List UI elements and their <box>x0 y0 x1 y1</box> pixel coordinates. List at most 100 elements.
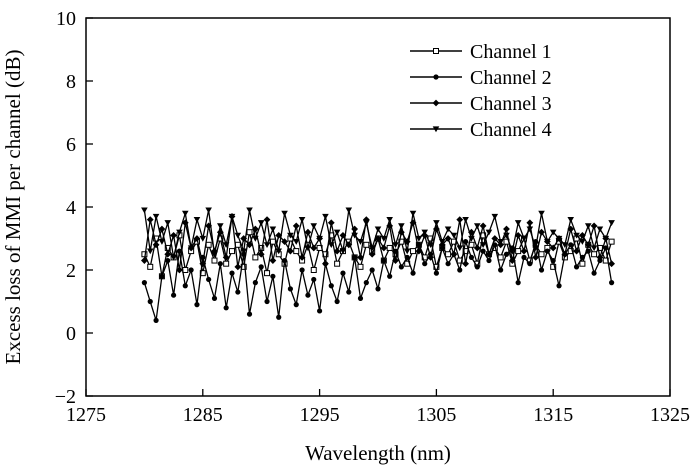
data-point <box>549 244 557 252</box>
data-point <box>433 220 440 226</box>
data-point <box>351 232 358 239</box>
data-point <box>515 248 522 255</box>
data-point <box>193 235 201 242</box>
data-point <box>281 257 288 264</box>
data-point <box>357 254 364 261</box>
data-point <box>327 242 335 248</box>
data-point <box>310 244 318 252</box>
data-point <box>334 260 341 267</box>
data-point <box>205 207 212 214</box>
data-point <box>287 232 294 239</box>
legend-item: Channel 3 <box>410 93 552 115</box>
data-point <box>176 229 183 236</box>
data-point <box>445 261 451 267</box>
data-point <box>538 267 545 273</box>
x-tick-label: 1295 <box>300 404 340 426</box>
x-tick-label: 1315 <box>533 404 573 426</box>
data-point <box>427 242 434 248</box>
data-point <box>515 280 521 286</box>
data-point <box>141 207 148 214</box>
data-point <box>503 232 510 239</box>
data-point <box>573 232 580 239</box>
data-point <box>473 244 481 252</box>
x-tick-label: 1305 <box>416 404 456 426</box>
data-point <box>609 280 615 286</box>
data-point <box>363 220 370 226</box>
data-point <box>193 217 201 223</box>
y-tick-label: 4 <box>66 197 76 219</box>
data-point <box>474 264 480 270</box>
legend-label: Channel 3 <box>470 93 552 115</box>
data-point <box>584 241 592 249</box>
data-point <box>293 248 300 255</box>
data-point <box>199 260 207 268</box>
y-tick-label: 2 <box>66 260 76 282</box>
data-point <box>263 216 271 223</box>
data-point <box>380 244 388 252</box>
legend-item: Channel 2 <box>410 67 552 89</box>
data-point <box>176 266 183 274</box>
data-point <box>568 242 574 248</box>
y-tick-label: 10 <box>56 8 76 30</box>
data-point <box>368 250 376 258</box>
data-point <box>228 213 236 220</box>
data-point <box>222 242 230 248</box>
data-point <box>292 222 300 230</box>
data-point <box>246 207 253 214</box>
data-point <box>299 267 305 273</box>
legend-item: Channel 1 <box>410 41 552 63</box>
data-point <box>199 235 207 242</box>
data-point <box>421 229 429 236</box>
data-point <box>352 254 358 260</box>
data-point <box>608 238 615 245</box>
data-point <box>235 289 241 295</box>
data-point <box>485 229 493 236</box>
data-point <box>386 244 393 251</box>
data-point <box>410 270 416 276</box>
data-point <box>444 226 452 233</box>
data-point <box>304 245 312 252</box>
data-point <box>468 254 475 260</box>
data-point <box>158 225 166 233</box>
data-point <box>275 248 283 255</box>
data-point <box>561 250 569 258</box>
data-point <box>392 257 399 264</box>
data-point <box>579 239 586 245</box>
data-point <box>579 260 586 267</box>
data-point <box>252 280 258 286</box>
data-point <box>252 254 259 261</box>
data-point <box>473 223 481 230</box>
data-point <box>386 217 393 223</box>
data-point <box>363 280 369 286</box>
data-point <box>170 254 177 261</box>
plot-area <box>85 17 671 397</box>
y-axis-title: Excess loss of MMI per channel (dB) <box>1 50 25 365</box>
data-point <box>509 248 516 255</box>
data-point <box>479 222 487 230</box>
data-point <box>357 263 364 270</box>
data-point <box>538 210 545 217</box>
data-point <box>217 223 224 230</box>
data-point <box>257 250 265 258</box>
data-point <box>269 226 277 233</box>
data-point <box>158 239 166 245</box>
data-point <box>590 245 598 252</box>
data-point <box>339 248 347 255</box>
plot-frame <box>85 17 671 397</box>
data-point <box>147 263 154 270</box>
data-point <box>445 251 452 258</box>
x-axis-title: Wavelength (nm) <box>305 441 451 465</box>
data-point <box>333 247 341 255</box>
data-point <box>146 216 154 223</box>
data-point <box>152 241 160 249</box>
data-point <box>457 267 463 273</box>
data-point <box>292 239 300 245</box>
data-point <box>269 257 277 264</box>
y-axis: −2 0 2 4 6 8 10 <box>55 8 93 408</box>
data-point <box>498 267 504 273</box>
legend-marker <box>432 99 440 107</box>
data-point <box>538 228 545 236</box>
data-point <box>369 267 375 273</box>
data-point <box>422 261 428 267</box>
